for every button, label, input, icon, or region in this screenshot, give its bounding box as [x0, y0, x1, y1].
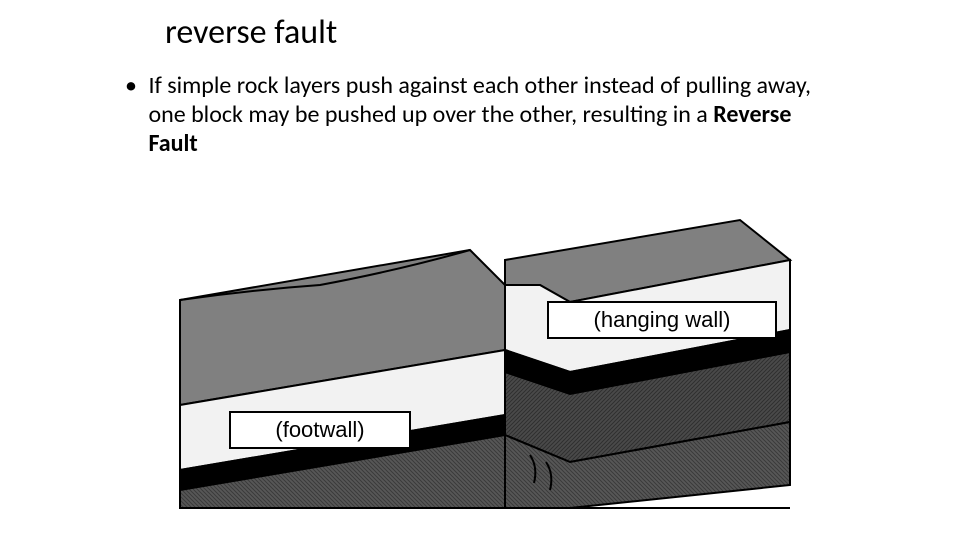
bullet-text-plain: If simple rock layers push against each …: [148, 71, 811, 129]
slide-title: reverse fault: [165, 12, 337, 53]
hanging-wall-label-text: (hanging wall): [594, 307, 731, 332]
reverse-fault-diagram: (footwall) (hanging wall): [170, 190, 800, 510]
hanging-wall-label: (hanging wall): [548, 302, 776, 338]
footwall-label-text: (footwall): [275, 417, 364, 442]
bullet-item: • If simple rock layers push against eac…: [125, 72, 845, 158]
bullet-text: If simple rock layers push against each …: [148, 72, 838, 158]
footwall-label: (footwall): [230, 412, 410, 448]
bullet-marker: •: [125, 72, 143, 101]
